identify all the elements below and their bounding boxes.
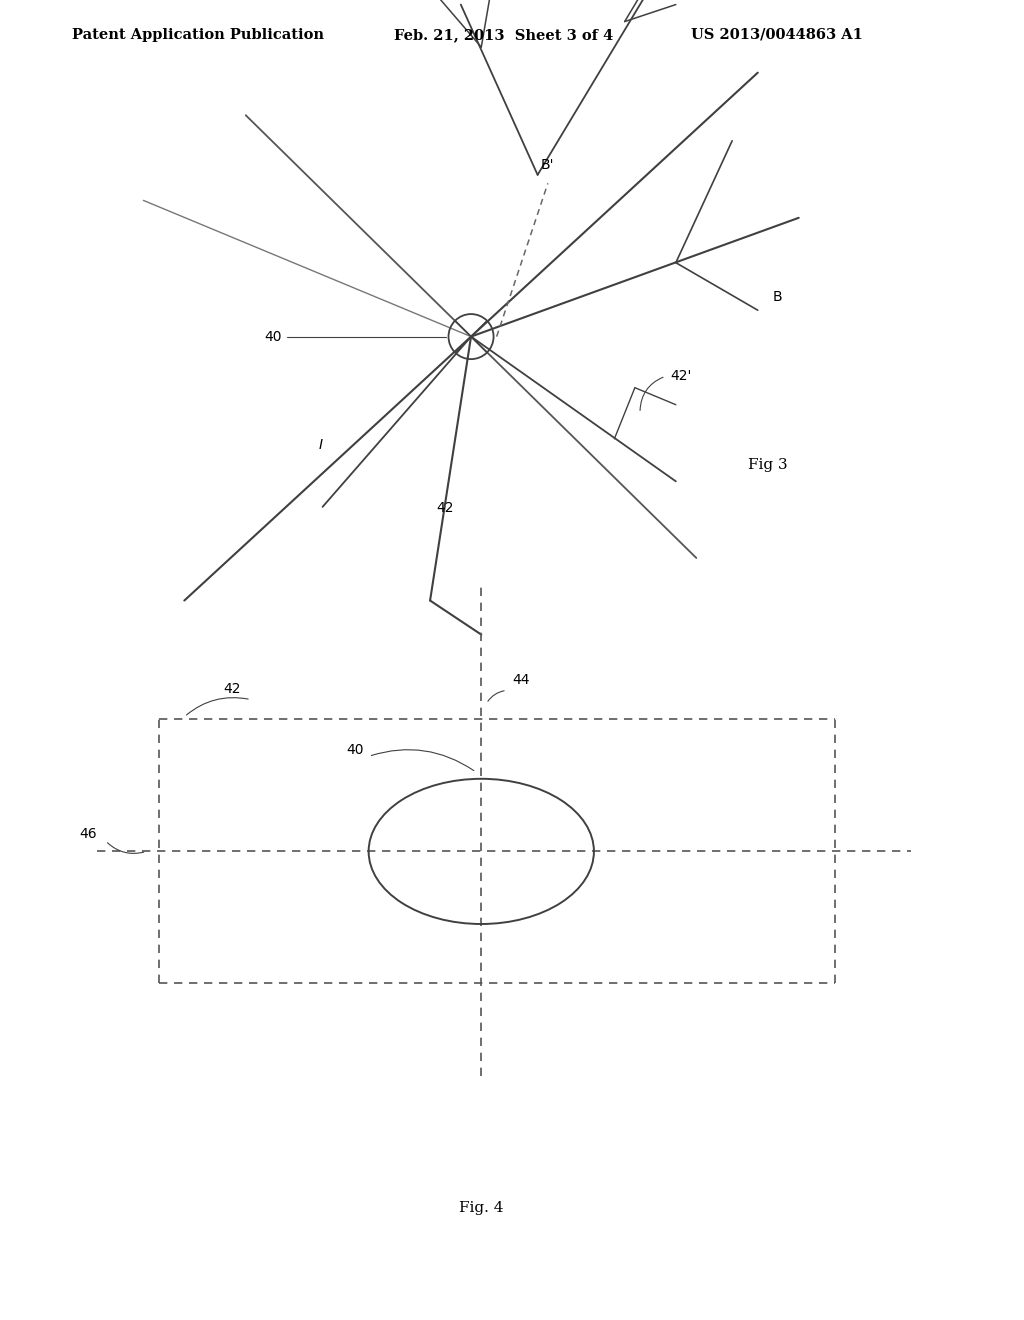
Text: B': B' (541, 158, 555, 172)
Text: I: I (318, 438, 323, 451)
Text: B: B (773, 290, 782, 304)
Text: 44: 44 (512, 673, 529, 686)
Text: Patent Application Publication: Patent Application Publication (72, 28, 324, 42)
Text: 46: 46 (80, 828, 97, 841)
Text: 40: 40 (346, 743, 364, 756)
Text: 40: 40 (264, 330, 282, 343)
Text: US 2013/0044863 A1: US 2013/0044863 A1 (691, 28, 863, 42)
Text: Feb. 21, 2013  Sheet 3 of 4: Feb. 21, 2013 Sheet 3 of 4 (394, 28, 613, 42)
Text: Fig 3: Fig 3 (748, 458, 787, 471)
Text: 42: 42 (436, 502, 455, 515)
Text: 42: 42 (223, 682, 241, 696)
Text: 42': 42' (671, 370, 692, 383)
Text: Fig. 4: Fig. 4 (459, 1201, 504, 1214)
